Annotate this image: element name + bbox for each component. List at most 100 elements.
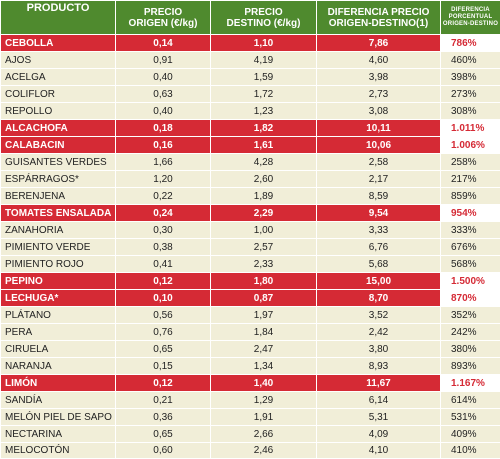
cell-diferencia: 9,54 [317, 205, 441, 222]
cell-producto: CEBOLLA [1, 35, 116, 52]
cell-porcentaje: 1.006% [441, 137, 500, 154]
cell-precio-destino: 1,72 [211, 86, 317, 103]
cell-diferencia: 2,73 [317, 86, 441, 103]
cell-diferencia: 2,42 [317, 324, 441, 341]
cell-diferencia: 3,33 [317, 222, 441, 239]
cell-precio-destino: 1,91 [211, 409, 317, 426]
cell-porcentaje: 870% [441, 290, 500, 307]
cell-diferencia: 8,59 [317, 188, 441, 205]
cell-precio-destino: 4,28 [211, 154, 317, 171]
cell-porcentaje: 614% [441, 392, 500, 409]
cell-diferencia: 4,60 [317, 52, 441, 69]
cell-precio-destino: 1,29 [211, 392, 317, 409]
cell-precio-destino: 2,66 [211, 426, 317, 443]
cell-precio-origen: 0,12 [116, 273, 211, 290]
cell-precio-origen: 0,15 [116, 358, 211, 375]
cell-producto: BERENJENA [1, 188, 116, 205]
cell-precio-origen: 0,14 [116, 35, 211, 52]
cell-diferencia: 3,52 [317, 307, 441, 324]
cell-porcentaje: 954% [441, 205, 500, 222]
header-pct-line2: PORCENTUAL [441, 14, 500, 21]
cell-precio-origen: 0,41 [116, 256, 211, 273]
cell-precio-destino: 1,89 [211, 188, 317, 205]
cell-diferencia: 11,67 [317, 375, 441, 392]
cell-precio-origen: 0,56 [116, 307, 211, 324]
cell-precio-origen: 0,40 [116, 103, 211, 120]
cell-precio-origen: 0,16 [116, 137, 211, 154]
cell-precio-destino: 4,19 [211, 52, 317, 69]
cell-precio-origen: 0,10 [116, 290, 211, 307]
cell-precio-destino: 2,33 [211, 256, 317, 273]
cell-porcentaje: 273% [441, 86, 500, 103]
cell-porcentaje: 352% [441, 307, 500, 324]
cell-porcentaje: 380% [441, 341, 500, 358]
cell-precio-destino: 1,97 [211, 307, 317, 324]
cell-porcentaje: 308% [441, 103, 500, 120]
cell-precio-origen: 0,36 [116, 409, 211, 426]
cell-porcentaje: 1.500% [441, 273, 500, 290]
cell-porcentaje: 568% [441, 256, 500, 273]
cell-producto: ZANAHORIA [1, 222, 116, 239]
header-diferencia-porcentual: DIFERENCIA PORCENTUAL ORIGEN-DESTINO [441, 1, 500, 35]
cell-precio-destino: 2,60 [211, 171, 317, 188]
cell-diferencia: 15,00 [317, 273, 441, 290]
cell-precio-origen: 0,65 [116, 426, 211, 443]
cell-producto: PEPINO [1, 273, 116, 290]
cell-producto: PIMIENTO ROJO [1, 256, 116, 273]
cell-diferencia: 6,76 [317, 239, 441, 256]
cell-producto: PIMIENTO VERDE [1, 239, 116, 256]
header-precio-destino: PRECIO DESTINO (€/kg) [211, 1, 317, 35]
cell-diferencia: 8,70 [317, 290, 441, 307]
cell-producto: MELOCOTÓN [1, 443, 116, 459]
cell-precio-origen: 0,24 [116, 205, 211, 222]
cell-precio-destino: 1,23 [211, 103, 317, 120]
cell-diferencia: 6,14 [317, 392, 441, 409]
cell-precio-origen: 1,66 [116, 154, 211, 171]
header-diferencia-precio: DIFERENCIA PRECIO ORIGEN-DESTINO(1) [317, 1, 441, 35]
cell-producto: REPOLLO [1, 103, 116, 120]
cell-precio-destino: 1,59 [211, 69, 317, 86]
cell-diferencia: 10,11 [317, 120, 441, 137]
cell-precio-destino: 1,61 [211, 137, 317, 154]
cell-producto: COLIFLOR [1, 86, 116, 103]
cell-porcentaje: 786% [441, 35, 500, 52]
cell-precio-origen: 0,60 [116, 443, 211, 459]
cell-producto: GUISANTES VERDES [1, 154, 116, 171]
cell-producto: PERA [1, 324, 116, 341]
cell-producto: LECHUGA* [1, 290, 116, 307]
cell-diferencia: 2,58 [317, 154, 441, 171]
cell-precio-destino: 1,84 [211, 324, 317, 341]
cell-diferencia: 4,10 [317, 443, 441, 459]
cell-diferencia: 3,08 [317, 103, 441, 120]
cell-precio-destino: 1,00 [211, 222, 317, 239]
header-row: PRODUCTO PRECIO ORIGEN (€/kg) PRECIO DES… [1, 1, 500, 35]
cell-producto: CIRUELA [1, 341, 116, 358]
cell-producto: TOMATES ENSALADA [1, 205, 116, 222]
cell-precio-origen: 0,22 [116, 188, 211, 205]
cell-porcentaje: 531% [441, 409, 500, 426]
cell-producto: MELÓN PIEL DE SAPO [1, 409, 116, 426]
cell-precio-origen: 0,12 [116, 375, 211, 392]
cell-precio-origen: 0,38 [116, 239, 211, 256]
cell-precio-origen: 0,40 [116, 69, 211, 86]
cell-precio-destino: 2,29 [211, 205, 317, 222]
cell-producto: NARANJA [1, 358, 116, 375]
header-destino-line1: PRECIO [211, 7, 316, 18]
cell-producto: ALCACHOFA [1, 120, 116, 137]
cell-precio-origen: 1,20 [116, 171, 211, 188]
